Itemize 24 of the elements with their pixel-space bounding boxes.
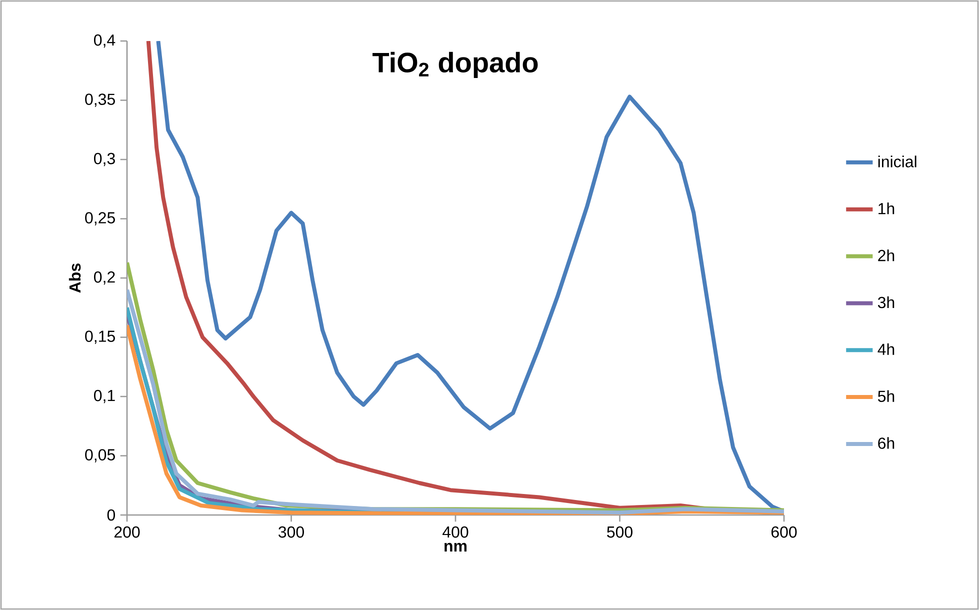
legend-label: 5h [878, 390, 894, 402]
x-tick-label: 300 [278, 526, 304, 538]
legend-label: 6h [878, 437, 894, 449]
legend-label: 4h [878, 343, 894, 355]
y-axis-title: Abs [68, 264, 81, 293]
x-tick-label: 400 [442, 526, 468, 538]
legend-label: 1h [878, 202, 894, 214]
y-tick-label: 0,15 [85, 330, 115, 344]
y-tick-label: 0 [107, 509, 116, 521]
y-tick-label: 0,25 [85, 212, 115, 226]
y-tick-label: 0,05 [85, 449, 115, 462]
y-tick-label: 0,2 [94, 271, 115, 285]
y-tick-label: 0,35 [85, 94, 115, 107]
x-tick-label: 500 [607, 526, 632, 538]
y-tick-label: 0,4 [94, 34, 116, 48]
chart-title: TiO$_{2}$ dopado [372, 52, 538, 78]
legend-label: inicial [878, 156, 916, 168]
x-axis-title: nm [444, 542, 467, 552]
x-tick-label: 600 [771, 526, 797, 538]
y-tick-label: 0,1 [94, 390, 115, 404]
legend-label: 2h [878, 249, 894, 262]
x-tick-label: 200 [114, 526, 140, 538]
y-tick-label: 0,3 [94, 152, 115, 166]
legend-label: 3h [878, 296, 894, 308]
